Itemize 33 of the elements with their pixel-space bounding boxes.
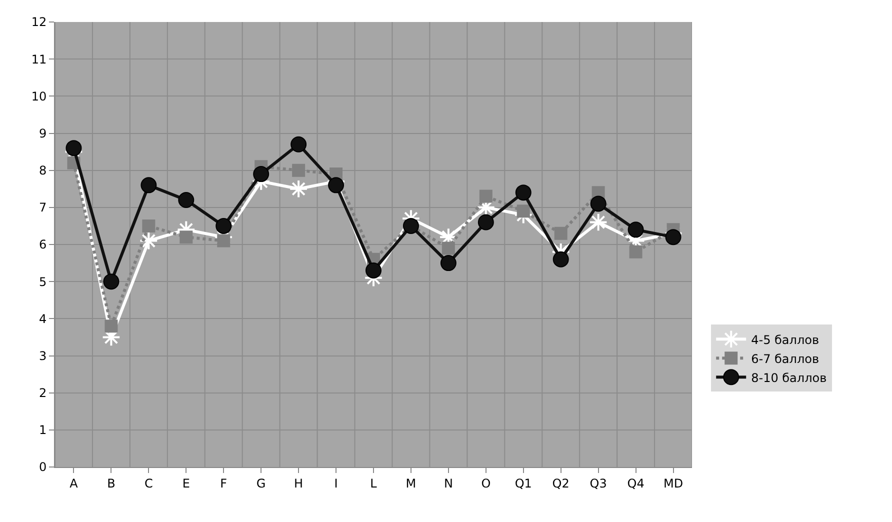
x-tick-label: N bbox=[444, 476, 453, 490]
x-tick-label: Q3 bbox=[590, 476, 607, 490]
y-tick-label: 9 bbox=[38, 126, 47, 140]
x-tick-label: I bbox=[334, 476, 338, 490]
y-tick-label: 3 bbox=[38, 348, 47, 363]
y-tick-label: 12 bbox=[31, 15, 47, 30]
x-tick-label: Q2 bbox=[552, 476, 570, 490]
x-tick-label: Q1 bbox=[514, 476, 532, 490]
legend-label: 8-10 баллов bbox=[751, 370, 827, 385]
y-tick-label: 2 bbox=[38, 386, 47, 400]
y-tick-label: 1 bbox=[38, 423, 47, 438]
y-tick-label: 0 bbox=[38, 460, 47, 474]
y-tick-label: 8 bbox=[38, 164, 47, 178]
legend-label: 6-7 баллов bbox=[751, 352, 820, 366]
x-tick-label: MD bbox=[663, 476, 684, 490]
x-tick-label: Q4 bbox=[627, 476, 644, 490]
x-tick-label: G bbox=[256, 476, 266, 490]
y-tick-label: 5 bbox=[38, 274, 47, 289]
x-tick-label: H bbox=[294, 476, 304, 490]
y-tick-label: 7 bbox=[38, 200, 47, 215]
y-tick-label: 10 bbox=[31, 89, 47, 104]
x-tick-label: A bbox=[70, 476, 79, 490]
y-tick-label: 4 bbox=[38, 312, 47, 326]
x-tick-label: M bbox=[406, 476, 416, 490]
y-tick-label: 6 bbox=[38, 238, 47, 252]
x-tick-label: E bbox=[182, 476, 190, 490]
x-tick-label: B bbox=[107, 476, 116, 490]
x-tick-label: L bbox=[370, 476, 378, 490]
x-tick-label: C bbox=[144, 476, 153, 490]
x-tick-label: F bbox=[220, 476, 228, 490]
legend-label: 4-5 баллов bbox=[751, 332, 820, 347]
x-tick-label: O bbox=[481, 476, 491, 490]
y-tick-label: 11 bbox=[31, 52, 47, 66]
